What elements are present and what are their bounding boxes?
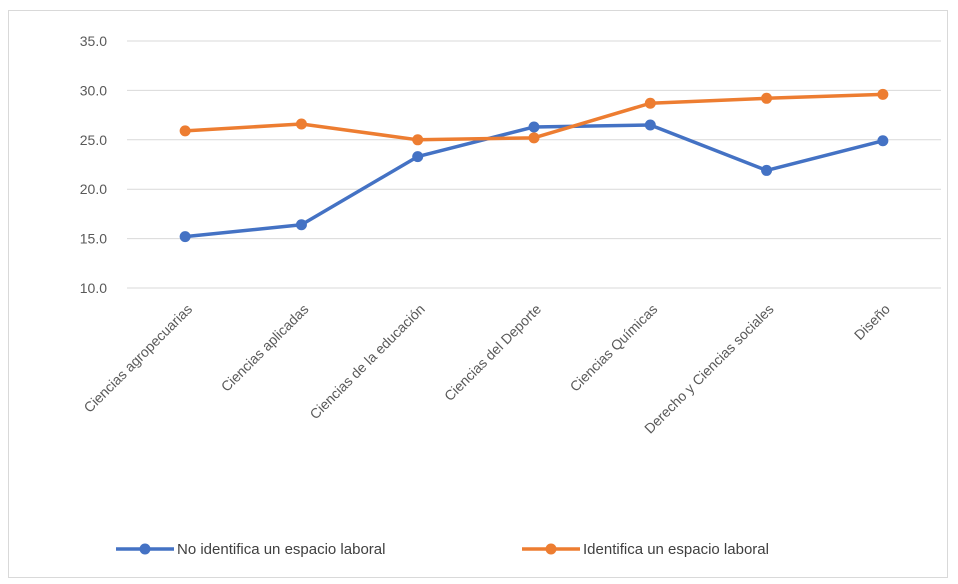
data-point (179, 231, 191, 243)
series-lines (179, 88, 889, 243)
x-tick-label: Derecho y Ciencias sociales (641, 301, 777, 437)
x-tick-label: Ciencias agropecuarias (80, 301, 195, 416)
y-tick-label: 15.0 (80, 231, 107, 247)
legend-swatch-marker (545, 543, 557, 555)
legend: No identifica un espacio laboral Identifi… (116, 541, 769, 558)
data-point (412, 134, 424, 146)
data-point (528, 132, 540, 144)
y-tick-label: 20.0 (80, 181, 107, 197)
y-axis: 10.0 15.0 20.0 25.0 30.0 35.0 (80, 33, 107, 296)
y-tick-label: 30.0 (80, 82, 107, 98)
legend-label: No identifica un espacio laboral (177, 541, 385, 558)
y-tick-label: 35.0 (80, 33, 107, 49)
chart-frame (8, 10, 948, 578)
x-tick-label: Ciencias aplicadas (218, 301, 312, 395)
data-point (295, 118, 307, 130)
data-point (179, 125, 191, 137)
data-point (412, 151, 424, 163)
data-point (877, 135, 889, 147)
x-axis: Ciencias agropecuarias Ciencias aplicadas… (80, 301, 893, 437)
data-point (644, 119, 656, 131)
x-tick-label: Ciencias Químicas (567, 301, 661, 395)
legend-label: Identifica un espacio laboral (583, 541, 769, 558)
data-point (295, 219, 307, 231)
data-point (644, 97, 656, 109)
y-tick-label: 25.0 (80, 132, 107, 148)
data-point (761, 92, 773, 104)
legend-swatch-marker (139, 543, 151, 555)
x-tick-label: Ciencias de la educación (306, 301, 427, 422)
data-point (528, 121, 540, 133)
data-point (761, 164, 773, 176)
gridlines (127, 40, 941, 289)
x-tick-label: Diseño (851, 301, 893, 343)
x-tick-label: Ciencias del Deporte (441, 301, 544, 404)
data-point (877, 88, 889, 100)
y-tick-label: 10.0 (80, 280, 107, 296)
